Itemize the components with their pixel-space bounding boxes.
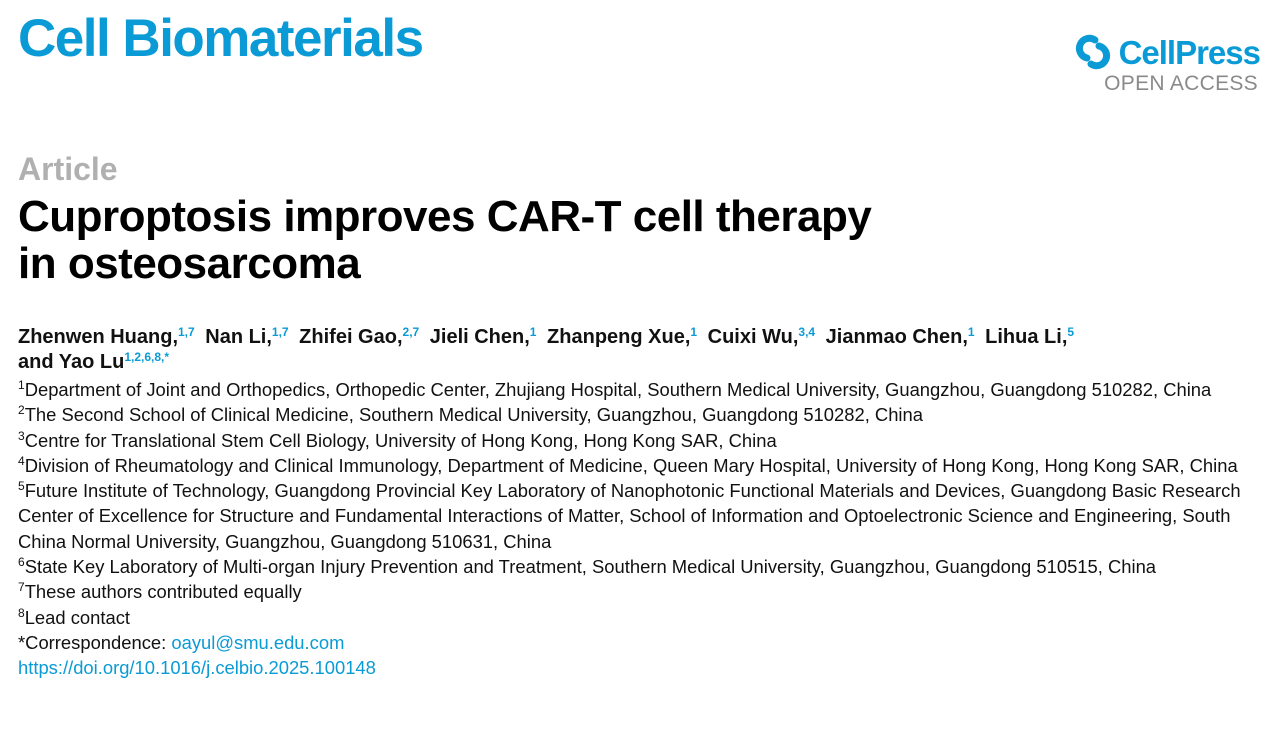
publisher-logo[interactable]: CellPress OPEN ACCESS xyxy=(1000,32,1261,102)
affiliation-text: State Key Laboratory of Multi-organ Inju… xyxy=(24,556,1157,578)
affiliation-number: 8 xyxy=(18,605,25,620)
cellpress-logo-icon xyxy=(1075,34,1110,70)
author-affiliation-ref[interactable]: 5 xyxy=(1067,325,1075,339)
affiliation-text: Centre for Translational Stem Cell Biolo… xyxy=(24,429,777,451)
article-title-line-2: in osteosarcoma xyxy=(18,239,361,288)
affiliation-number: 4 xyxy=(18,453,25,468)
affiliation-item: 6State Key Laboratory of Multi-organ Inj… xyxy=(18,554,1268,579)
author: Zhanpeng Xue,1 xyxy=(547,326,697,348)
author-affiliation-ref[interactable]: 1,7 xyxy=(178,325,195,339)
affiliation-item: 2The Second School of Clinical Medicine,… xyxy=(18,402,1268,427)
affiliation-text: Lead contact xyxy=(24,606,131,628)
correspondence-line: *Correspondence: oayul@smu.edu.com xyxy=(18,630,1268,655)
author-name: and Yao Lu xyxy=(18,351,125,373)
article-type-label: Article xyxy=(18,151,118,187)
author-affiliation-ref[interactable]: 1 xyxy=(967,325,975,339)
author-name: Cuixi Wu, xyxy=(707,326,799,348)
author: Nan Li,1,7 xyxy=(205,326,288,348)
author: Cuixi Wu,3,4 xyxy=(708,326,815,348)
author-affiliation-ref[interactable]: 2,7 xyxy=(402,325,420,339)
author-affiliation-ref[interactable]: 1 xyxy=(529,325,537,339)
author: Zhenwen Huang,1,7 xyxy=(18,326,195,348)
affiliation-number: 6 xyxy=(18,555,25,570)
affiliation-item: 5Future Institute of Technology, Guangdo… xyxy=(18,478,1268,554)
author-affiliation-ref[interactable]: 1,2,6,8,* xyxy=(124,350,170,364)
affiliation-item: 1Department of Joint and Orthopedics, Or… xyxy=(18,377,1268,402)
affiliation-item: 4Division of Rheumatology and Clinical I… xyxy=(18,453,1268,478)
author-name: Jianmao Chen, xyxy=(825,326,968,348)
author: Jieli Chen,1 xyxy=(430,326,537,348)
author-list: Zhenwen Huang,1,7 Nan Li,1,7 Zhifei Gao,… xyxy=(18,325,1268,375)
author-name: Zhanpeng Xue, xyxy=(547,326,691,348)
author: Lihua Li,5 xyxy=(985,326,1074,348)
author: and Yao Lu1,2,6,8,* xyxy=(18,351,169,373)
affiliation-number: 5 xyxy=(18,479,25,494)
affiliation-text: The Second School of Clinical Medicine, … xyxy=(24,404,923,426)
author-name: Zhenwen Huang, xyxy=(18,326,178,348)
publisher-name: CellPress xyxy=(1118,33,1261,71)
author-name: Nan Li, xyxy=(205,326,272,348)
affiliation-text: Future Institute of Technology, Guangdon… xyxy=(18,480,1241,552)
affiliation-number: 3 xyxy=(18,428,25,443)
author-affiliation-ref[interactable]: 1,7 xyxy=(271,325,289,339)
affiliation-item: 3Centre for Translational Stem Cell Biol… xyxy=(18,428,1268,453)
affiliation-text: These authors contributed equally xyxy=(24,581,302,603)
article-title: Cuproptosis improves CAR-T cell therapy … xyxy=(18,193,1118,287)
affiliation-number: 7 xyxy=(18,580,25,595)
affiliation-text: Department of Joint and Orthopedics, Ort… xyxy=(24,379,1212,400)
affiliation-number: 1 xyxy=(18,378,25,392)
correspondence-label: *Correspondence: xyxy=(18,631,172,653)
affiliation-text: Division of Rheumatology and Clinical Im… xyxy=(24,454,1238,476)
affiliation-number: 2 xyxy=(18,403,25,418)
author-name: Zhifei Gao, xyxy=(299,326,403,348)
author: Zhifei Gao,2,7 xyxy=(299,326,419,348)
doi-link[interactable]: https://doi.org/10.1016/j.celbio.2025.10… xyxy=(18,657,376,679)
article-title-line-1: Cuproptosis improves CAR-T cell therapy xyxy=(18,192,872,241)
author-name: Jieli Chen, xyxy=(429,326,530,348)
author: Jianmao Chen,1 xyxy=(826,326,975,348)
author-name: Lihua Li, xyxy=(985,326,1068,348)
affiliation-item: 7These authors contributed equally xyxy=(18,579,1268,604)
affiliation-list: 1Department of Joint and Orthopedics, Or… xyxy=(18,377,1268,681)
open-access-label: OPEN ACCESS xyxy=(1104,72,1258,95)
author-affiliation-ref[interactable]: 3,4 xyxy=(798,325,816,339)
author-affiliation-ref[interactable]: 1 xyxy=(690,325,698,339)
correspondence-email-link[interactable]: oayul@smu.edu.com xyxy=(171,631,345,653)
journal-title: Cell Biomaterials xyxy=(18,9,424,68)
affiliation-item: 8Lead contact xyxy=(18,605,1268,630)
